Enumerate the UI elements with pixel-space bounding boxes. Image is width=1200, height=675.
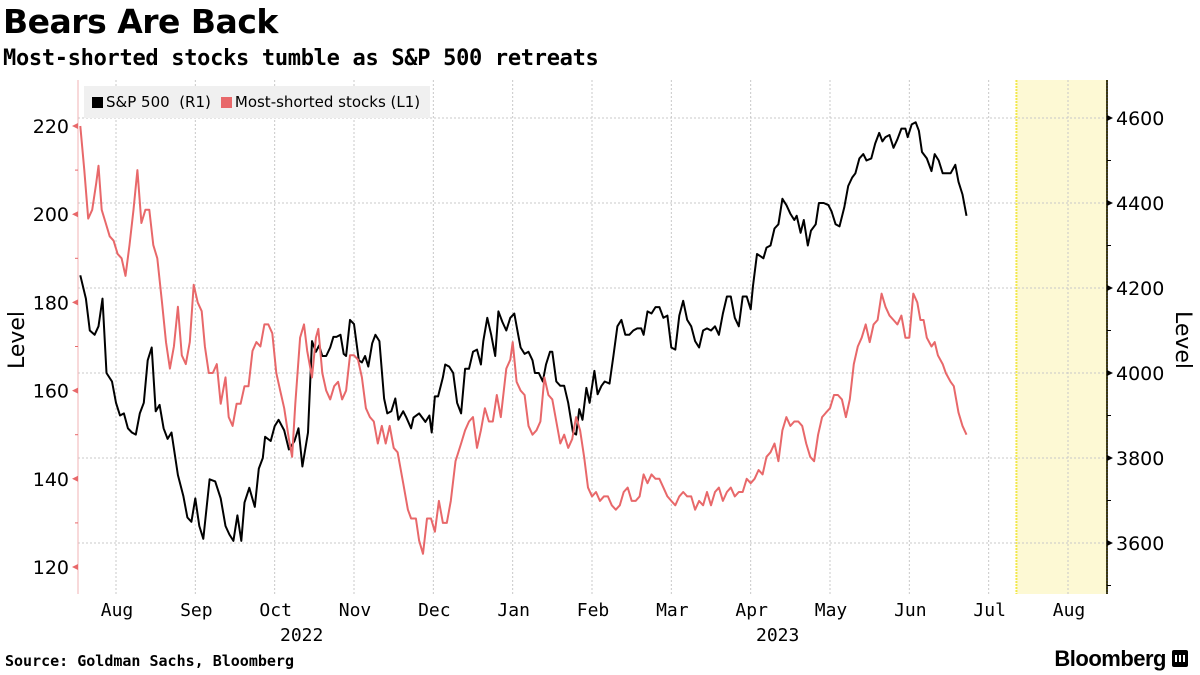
bloomberg-chart-icon [1172, 650, 1188, 667]
x-axis-tick-label: Dec [418, 600, 451, 621]
x-axis-tick-label: Feb [577, 600, 610, 621]
bloomberg-logo: Bloomberg [1054, 646, 1166, 671]
series-line-most-shorted [79, 125, 968, 555]
x-axis-tick-label: Nov [339, 600, 372, 621]
x-axis-tick-label: Jan [497, 600, 530, 621]
left-axis-tick-label: 120 [33, 557, 69, 579]
left-axis-tick [72, 564, 78, 570]
left-axis-title: Level [5, 311, 30, 369]
x-axis-tick-label: Mar [656, 600, 689, 621]
legend-label-sp500: S&P 500 (R1) [106, 93, 211, 111]
legend-item-most-shorted: Most-shorted stocks (L1) [220, 93, 421, 111]
highlight-region [1016, 80, 1107, 594]
series-line-sp500 [79, 121, 968, 542]
left-axis-tick-label: 180 [33, 292, 69, 314]
right-axis-tick [1107, 455, 1113, 461]
left-axis-tick-label: 140 [33, 469, 69, 491]
left-axis-tick [72, 387, 78, 394]
legend-swatch-sp500 [92, 96, 103, 108]
right-axis-tick-label: 4000 [1116, 363, 1164, 385]
legend-label-most-shorted: Most-shorted stocks (L1) [234, 93, 421, 111]
legend-item-sp500: S&P 500 (R1) [92, 93, 211, 111]
source-note: Source: Goldman Sachs, Bloomberg [5, 652, 294, 670]
chart-title: Bears Are Back [3, 2, 278, 41]
right-axis-tick [1107, 370, 1113, 376]
x-axis-tick-label: Sep [180, 600, 213, 621]
x-axis-tick-label: Aug [1053, 600, 1086, 621]
left-axis-tick [72, 123, 78, 129]
right-axis-tick [1107, 115, 1113, 121]
right-axis-tick [1107, 200, 1113, 206]
left-axis-tick-label: 220 [33, 116, 69, 138]
right-axis-tick-label: 4600 [1116, 108, 1164, 130]
legend-swatch-most-shorted [220, 96, 232, 108]
x-axis-tick-label: Aug [101, 600, 134, 621]
right-axis-tick-label: 3600 [1116, 533, 1164, 555]
left-axis-tick-label: 160 [33, 381, 69, 403]
x-axis-tick-label: Apr [735, 600, 768, 621]
left-axis-tick [72, 475, 78, 482]
x-axis-tick-label: May [815, 600, 848, 621]
x-axis-year-label: 2023 [756, 625, 799, 646]
right-axis-tick [1107, 285, 1113, 291]
right-axis-tick-label: 4200 [1116, 278, 1164, 300]
chart-subtitle: Most-shorted stocks tumble as S&P 500 re… [3, 46, 599, 71]
legend: S&P 500 (R1) Most-shorted stocks (L1) [84, 86, 431, 118]
right-axis-tick [1107, 540, 1113, 546]
right-axis-tick-label: 3800 [1116, 448, 1164, 470]
right-axis-title: Level [1170, 311, 1195, 369]
left-axis-tick [72, 299, 78, 306]
x-axis-year-label: 2022 [280, 625, 323, 646]
x-axis-tick-label: Oct [259, 600, 292, 621]
left-axis-tick [72, 211, 78, 218]
x-axis-tick-label: Jul [973, 600, 1006, 621]
x-axis-tick-label: Jun [894, 600, 927, 621]
right-axis-tick-label: 4400 [1116, 193, 1164, 215]
left-axis-tick-label: 200 [33, 204, 69, 226]
